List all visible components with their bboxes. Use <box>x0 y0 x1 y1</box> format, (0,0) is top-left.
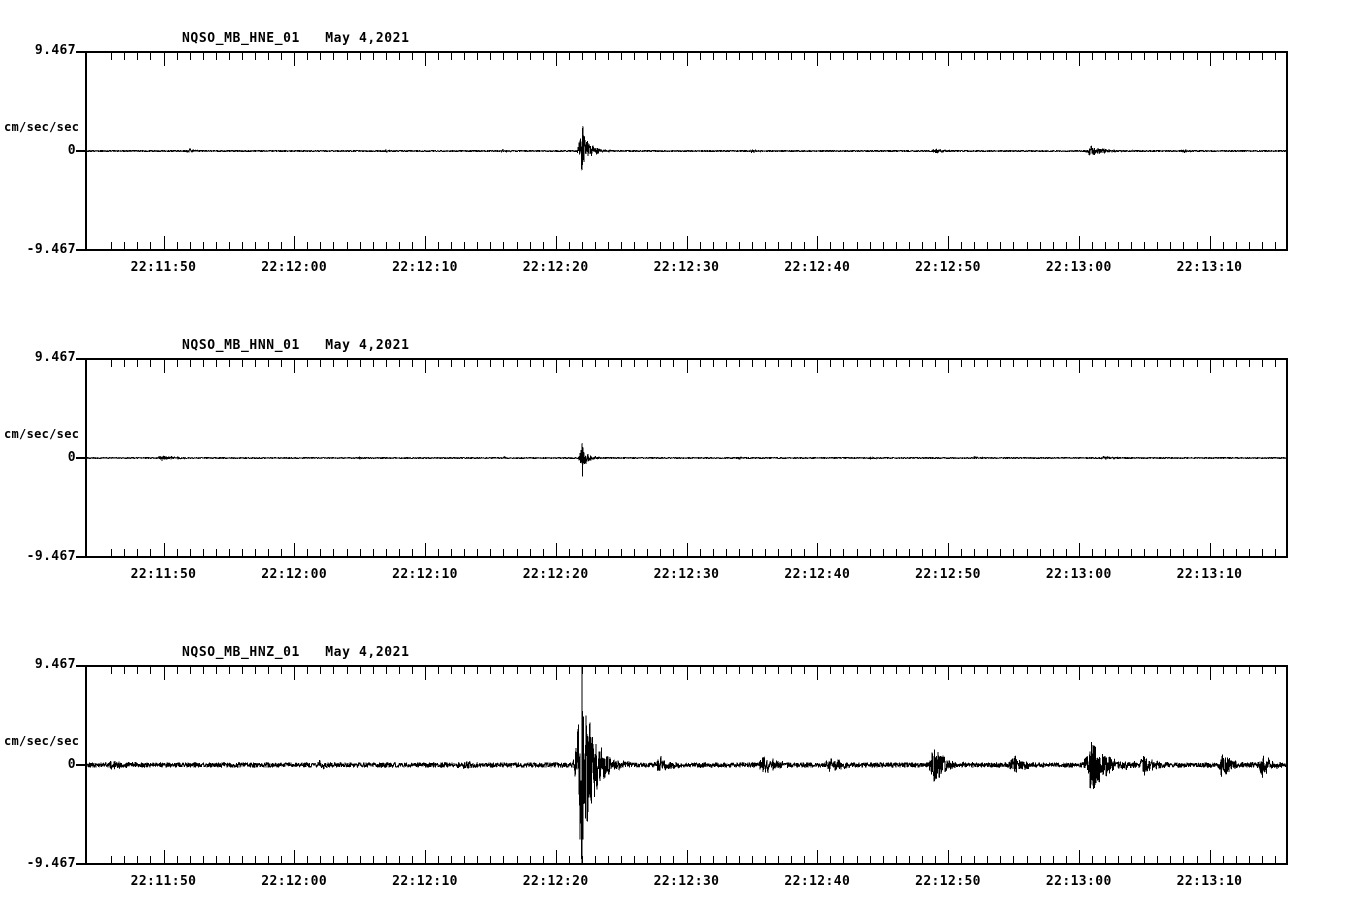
x-axis-tick-label: 22:12:40 <box>784 874 851 889</box>
y-axis-units-hnz: cm/sec/sec <box>4 734 80 748</box>
y-tick-min-hnn <box>76 556 85 558</box>
x-axis-tick-label: 22:12:20 <box>522 260 589 275</box>
x-axis-tick-label: 22:12:10 <box>392 260 458 275</box>
x-axis-tick-label: 22:12:10 <box>392 874 458 889</box>
x-ticks-hne <box>85 51 1288 251</box>
y-axis-max-label-hnz: 9.467 <box>34 657 76 672</box>
x-axis-tick-label: 22:12:30 <box>653 874 720 889</box>
waveform-hne <box>85 51 1288 251</box>
seismogram-panel-hnn: NQSO_MB_HNN_01 May 4,2021 9.467 cm/sec/s… <box>0 307 1358 607</box>
y-axis-units-hnn: cm/sec/sec <box>4 427 80 441</box>
x-axis-tick-label: 22:13:00 <box>1045 260 1112 275</box>
x-axis-tick-label: 22:12:00 <box>261 874 328 889</box>
x-axis-tick-label: 22:13:00 <box>1045 567 1112 582</box>
panel-title-text-hnz: NQSO_MB_HNZ_01 May 4,2021 <box>182 645 410 660</box>
waveform-hnn <box>85 358 1288 558</box>
panel-title-hnz: NQSO_MB_HNZ_01 May 4,2021 <box>85 645 1288 690</box>
y-tick-zero-hnn <box>76 457 85 459</box>
y-tick-min-hnz <box>76 863 85 865</box>
x-axis-tick-label: 22:12:30 <box>653 260 720 275</box>
x-axis-tick-label: 22:12:20 <box>522 567 589 582</box>
plot-axis-bottom-hnn <box>85 556 1288 558</box>
y-axis-zero-label-hnn: 0 <box>67 450 76 465</box>
x-axis-tick-label: 22:13:10 <box>1176 874 1243 889</box>
x-axis-tick-label: 22:12:30 <box>653 567 720 582</box>
plot-axis-top-hnn <box>85 358 1288 360</box>
y-axis-max-label-hnn: 9.467 <box>34 350 76 365</box>
x-axis-tick-label: 22:11:50 <box>130 874 197 889</box>
panel-title-hne: NQSO_MB_HNE_01 May 4,2021 <box>85 31 1288 76</box>
x-ticks-hnn <box>85 358 1288 558</box>
x-axis-tick-label: 22:13:00 <box>1045 874 1112 889</box>
panel-title-hnn: NQSO_MB_HNN_01 May 4,2021 <box>85 338 1288 383</box>
plot-axis-bottom-hne <box>85 249 1288 251</box>
x-ticks-hnz <box>85 665 1288 865</box>
x-axis-tick-label: 22:12:00 <box>261 260 328 275</box>
x-axis-labels-hnz: 22:11:50 22:12:00 22:12:10 22:12:20 22:12:30… <box>85 874 1288 894</box>
plot-axis-bottom-hnz <box>85 863 1288 865</box>
plot-axis-top-hnz <box>85 665 1288 667</box>
x-axis-tick-label: 22:12:50 <box>915 567 981 582</box>
waveform-path <box>85 665 1288 865</box>
x-axis-tick-label: 22:13:10 <box>1176 567 1243 582</box>
y-tick-min-hne <box>76 249 85 251</box>
y-axis-min-label-hnn: -9.467 <box>26 549 76 564</box>
y-axis-min-label-hne: -9.467 <box>26 242 76 257</box>
y-axis-min-label-hnz: -9.467 <box>26 856 76 871</box>
seismogram-panel-hnz: NQSO_MB_HNZ_01 May 4,2021 9.467 cm/sec/s… <box>0 614 1358 914</box>
panel-title-text-hne: NQSO_MB_HNE_01 May 4,2021 <box>182 31 410 46</box>
x-axis-tick-label: 22:11:50 <box>130 567 197 582</box>
x-axis-tick-label: 22:12:20 <box>522 874 589 889</box>
x-axis-tick-label: 22:13:10 <box>1176 260 1243 275</box>
waveform-path <box>85 443 1288 477</box>
y-tick-zero-hne <box>76 150 85 152</box>
y-axis-zero-label-hnz: 0 <box>67 757 76 772</box>
x-axis-labels-hnn: 22:11:50 22:12:00 22:12:10 22:12:20 22:12:30… <box>85 567 1288 587</box>
y-tick-max-hnz <box>76 665 85 667</box>
y-tick-max-hnn <box>76 358 85 360</box>
y-axis-units-hne: cm/sec/sec <box>4 120 80 134</box>
x-axis-labels-hne: 22:11:50 22:12:00 22:12:10 22:12:20 22:12:30… <box>85 260 1288 280</box>
x-axis-tick-label: 22:12:40 <box>784 567 851 582</box>
waveform-hnz <box>85 665 1288 865</box>
y-tick-max-hne <box>76 51 85 53</box>
panel-title-text-hnn: NQSO_MB_HNN_01 May 4,2021 <box>182 338 410 353</box>
plot-axis-top-hne <box>85 51 1288 53</box>
y-axis-max-label-hne: 9.467 <box>34 43 76 58</box>
x-axis-tick-label: 22:12:00 <box>261 567 328 582</box>
seismogram-panel-hne: NQSO_MB_HNE_01 May 4,2021 9.467 cm/sec/s… <box>0 0 1358 300</box>
y-axis-zero-label-hne: 0 <box>67 143 76 158</box>
waveform-path <box>85 126 1288 171</box>
y-tick-zero-hnz <box>76 764 85 766</box>
x-axis-tick-label: 22:12:50 <box>915 874 981 889</box>
x-axis-tick-label: 22:12:40 <box>784 260 851 275</box>
x-axis-tick-label: 22:12:50 <box>915 260 981 275</box>
x-axis-tick-label: 22:12:10 <box>392 567 458 582</box>
x-axis-tick-label: 22:11:50 <box>130 260 197 275</box>
